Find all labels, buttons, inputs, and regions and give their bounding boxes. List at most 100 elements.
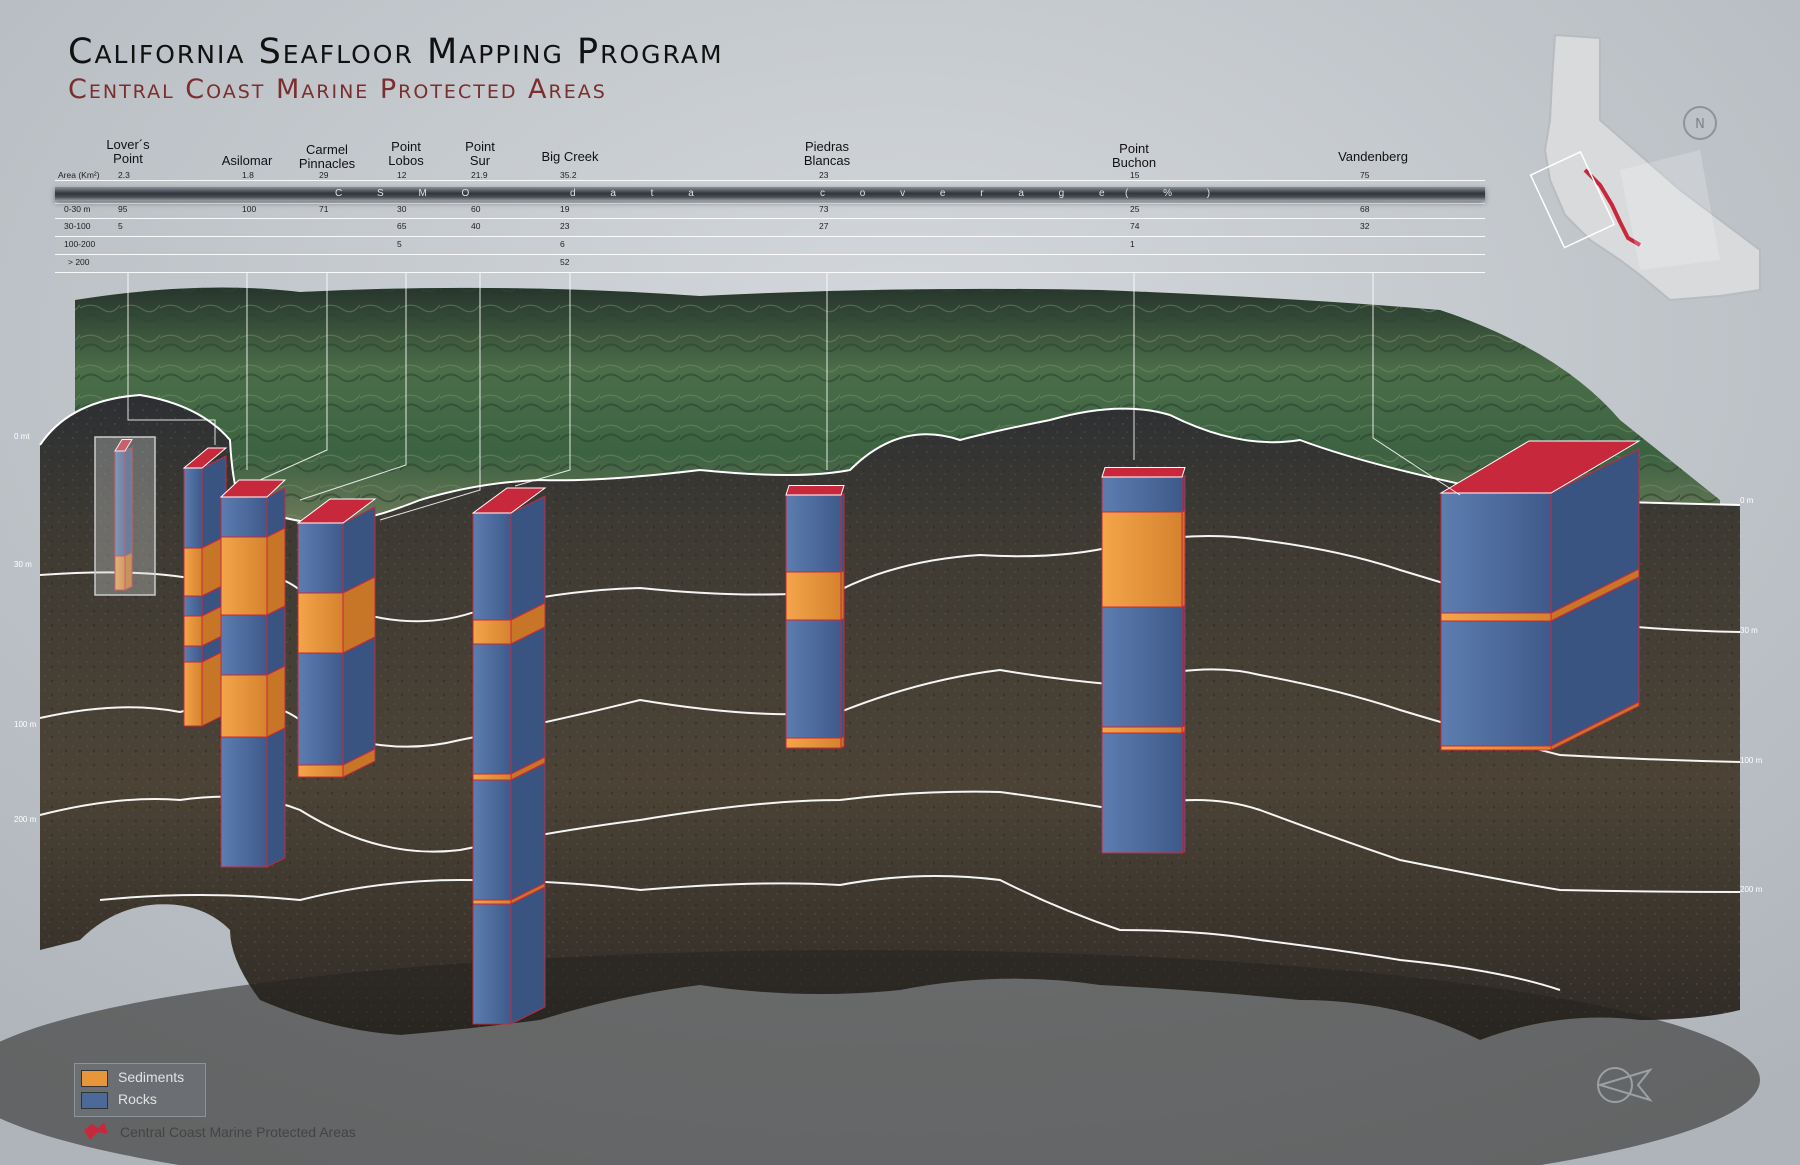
rock-layer <box>220 614 268 676</box>
page-subtitle: Central Coast Marine Protected Areas <box>68 74 607 105</box>
rock-side <box>510 495 546 621</box>
table-cell: 74 <box>1130 221 1140 231</box>
rock-side <box>342 636 376 766</box>
rock-layer <box>220 736 268 868</box>
sediment-layer <box>183 615 203 647</box>
mpa-top <box>182 447 228 469</box>
rock-layer <box>1101 476 1183 513</box>
rock-layer <box>1440 492 1552 614</box>
table-cell: 5 <box>118 221 123 231</box>
lovers-point-inset-frame <box>94 436 156 596</box>
sediment-layer <box>1101 511 1183 608</box>
sediment-side <box>840 735 845 749</box>
coastline-line <box>39 393 1741 527</box>
sediment-side <box>342 748 376 778</box>
rock-layer <box>183 645 203 663</box>
table-cell: 23 <box>819 170 829 180</box>
rock-side <box>510 762 546 901</box>
california-locator-map-icon <box>1529 33 1761 302</box>
sediment-layer <box>472 619 512 645</box>
depth-label-right-0: 0 m <box>1740 496 1754 505</box>
table-cell: 60 <box>471 204 481 214</box>
rock-side <box>1181 474 1186 513</box>
table-cell: 6 <box>560 239 565 249</box>
rock-layer <box>472 512 512 621</box>
site-name: Point Sur <box>465 139 495 168</box>
land-relief <box>75 287 1720 525</box>
table-cell: 1 <box>1130 239 1135 249</box>
depth-label-right-30: 30 m <box>1740 626 1758 635</box>
sediment-layer <box>183 547 203 597</box>
page-title: California Seafloor Mapping Program <box>68 32 724 72</box>
table-rule <box>55 218 1485 219</box>
column-6 <box>1101 467 1186 854</box>
site-name: Carmel Pinnacles <box>298 142 356 171</box>
site-name: Asilomar <box>221 153 273 168</box>
rock-side <box>510 886 546 1025</box>
rock-layer <box>785 494 842 573</box>
rock-side <box>1181 730 1186 854</box>
band-word-percent: ( % ) <box>1125 188 1227 199</box>
rock-side <box>1181 604 1186 728</box>
column-1 <box>182 447 228 727</box>
table-cell: 75 <box>1360 170 1370 180</box>
sediment-layer <box>297 764 344 778</box>
sediment-layer <box>297 592 344 654</box>
rock-layer <box>472 779 512 901</box>
table-cell: 19 <box>560 204 570 214</box>
mpa-top <box>296 498 377 524</box>
table-cell: 25 <box>1130 204 1140 214</box>
depth-label-left-200: 200 m <box>14 815 37 824</box>
leader-line <box>299 272 407 501</box>
seafloor-block <box>40 395 1740 1040</box>
table-cell: 65 <box>397 221 407 231</box>
sediment-layer <box>220 674 268 738</box>
mpa-top <box>471 487 547 514</box>
table-row-label: 100-200 <box>64 239 96 249</box>
site-columns <box>114 439 1641 1025</box>
site-name: Big Creek <box>541 149 599 164</box>
rock-layer <box>472 643 512 775</box>
rock-layer <box>297 522 344 594</box>
sediment-layer <box>785 571 842 621</box>
leader-line <box>259 272 328 481</box>
table-rule <box>55 180 1485 181</box>
table-cell: 5 <box>397 239 402 249</box>
legend-rocks-label: Rocks <box>118 1091 157 1107</box>
sediment-side <box>840 569 845 621</box>
depth-label-left-30: 30 m <box>14 560 32 569</box>
rock-layer <box>1101 606 1183 728</box>
sediment-side <box>1181 509 1186 608</box>
site-name: Piedras Blancas <box>803 139 851 168</box>
leader-line <box>514 272 571 487</box>
table-rule <box>55 236 1485 237</box>
table-cell: 2.3 <box>118 170 130 180</box>
contour-200m <box>39 790 1741 893</box>
table-rule <box>55 203 1485 204</box>
sediment-layer <box>1101 726 1183 734</box>
rock-side <box>266 605 286 676</box>
table-cell: 12 <box>397 170 407 180</box>
depth-label-right-200: 200 m <box>1740 885 1763 894</box>
table-row-label: 0-30 m <box>64 204 91 214</box>
legend: Sediments Rocks <box>74 1063 206 1117</box>
rock-side <box>266 727 286 868</box>
sediment-layer <box>472 773 512 781</box>
table-cell: 40 <box>471 221 481 231</box>
table-cell: 32 <box>1360 221 1370 231</box>
sediment-side <box>1550 701 1640 751</box>
site-name: Point Lobos <box>388 139 424 168</box>
column-5 <box>785 485 845 749</box>
mpa-top <box>1439 440 1641 494</box>
mpa-top <box>219 479 287 498</box>
rock-layer <box>183 595 203 617</box>
rock-layer <box>785 619 842 739</box>
contour-deep <box>99 875 1561 991</box>
table-cell: 15 <box>1130 170 1140 180</box>
legend-sediments-label: Sediments <box>118 1069 185 1085</box>
site-name: Lover´s Point <box>106 137 150 166</box>
depth-label-right-100: 100 m <box>1740 756 1763 765</box>
band-word-coverage: c o v e r a g e <box>820 188 1121 199</box>
column-2 <box>219 479 287 868</box>
legend-mpa-label: Central Coast Marine Protected Areas <box>120 1124 356 1140</box>
